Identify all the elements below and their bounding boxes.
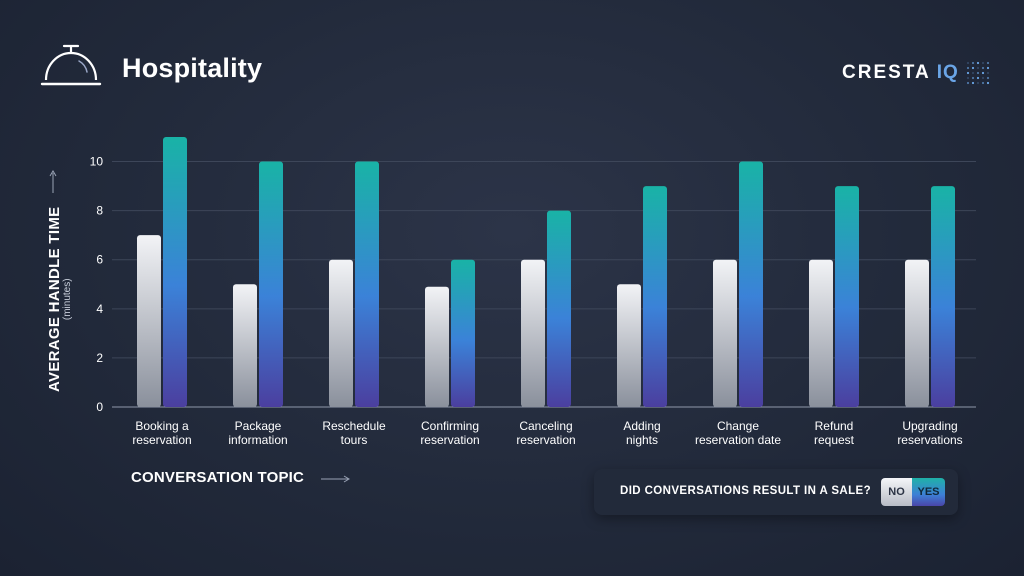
legend-question: DID CONVERSATIONS RESULT IN A SALE? bbox=[620, 485, 872, 497]
logo-dot bbox=[976, 81, 979, 85]
logo-dot bbox=[986, 81, 989, 85]
logo-accent: IQ bbox=[936, 62, 959, 83]
company-logo: CRESTA IQ bbox=[842, 60, 991, 86]
x-axis-arrow-icon bbox=[321, 475, 350, 483]
logo-dot bbox=[971, 76, 974, 80]
bar-no bbox=[137, 235, 161, 407]
y-tick-label: 2 bbox=[96, 351, 103, 365]
legend: DID CONVERSATIONS RESULT IN A SALE? NO Y… bbox=[594, 469, 958, 515]
y-tick-label: 10 bbox=[90, 155, 104, 169]
x-axis-label: CONVERSATION TOPIC bbox=[131, 469, 305, 486]
logo-dot bbox=[976, 71, 979, 75]
logo-dot bbox=[971, 61, 974, 65]
logo-dot bbox=[966, 71, 969, 75]
y-axis-arrow-icon bbox=[49, 170, 57, 193]
logo-dot bbox=[976, 61, 979, 65]
y-tick-label: 4 bbox=[96, 302, 103, 316]
x-category-label: Upgrading reservations bbox=[897, 419, 962, 447]
x-category-label: Adding nights bbox=[623, 419, 660, 447]
logo-text: CRESTA bbox=[842, 62, 931, 83]
bar-no bbox=[425, 286, 449, 407]
logo-dot bbox=[986, 66, 989, 70]
logo-dot bbox=[976, 66, 979, 70]
bar-no bbox=[617, 284, 641, 407]
bar-yes bbox=[163, 137, 187, 407]
logo-dot bbox=[971, 81, 974, 85]
bar-yes bbox=[931, 186, 955, 407]
service-bell-icon bbox=[40, 44, 102, 86]
x-category-label: Booking a reservation bbox=[132, 419, 191, 447]
bar-no bbox=[329, 259, 353, 407]
logo-dot bbox=[966, 81, 969, 85]
bar-no bbox=[905, 259, 929, 407]
logo-dot bbox=[966, 61, 969, 65]
logo-dot bbox=[986, 71, 989, 75]
bar-yes bbox=[259, 161, 283, 407]
bar-yes bbox=[451, 259, 475, 407]
bar-no bbox=[521, 259, 545, 407]
logo-dot bbox=[966, 76, 969, 80]
x-category-label: Canceling reservation bbox=[516, 419, 575, 447]
logo-dot bbox=[976, 76, 979, 80]
legend-yes-button[interactable]: YES bbox=[912, 478, 945, 506]
bar-no bbox=[233, 284, 257, 407]
bar-yes bbox=[643, 186, 667, 407]
y-tick-label: 6 bbox=[96, 253, 103, 267]
logo-dot bbox=[966, 66, 969, 70]
logo-dot bbox=[981, 81, 984, 85]
bar-yes bbox=[547, 210, 571, 407]
x-category-label: Confirming reservation bbox=[420, 419, 479, 447]
y-tick-label: 8 bbox=[96, 204, 103, 218]
bar-yes bbox=[355, 161, 379, 407]
page-title: Hospitality bbox=[122, 53, 263, 83]
y-tick-label: 0 bbox=[96, 400, 103, 414]
logo-dot bbox=[981, 76, 984, 80]
logo-dot bbox=[986, 61, 989, 65]
logo-dot bbox=[971, 71, 974, 75]
bar-no bbox=[713, 259, 737, 407]
logo-dots-icon bbox=[966, 61, 989, 85]
x-category-label: Package information bbox=[228, 419, 287, 447]
logo-dot bbox=[981, 66, 984, 70]
logo-dot bbox=[986, 76, 989, 80]
x-category-label: Change reservation date bbox=[695, 419, 781, 447]
x-category-label: Reschedule tours bbox=[322, 419, 386, 447]
bar-yes bbox=[835, 186, 859, 407]
bar-no bbox=[809, 259, 833, 407]
logo-dot bbox=[981, 71, 984, 75]
x-category-label: Refund request bbox=[814, 419, 855, 447]
legend-no-button[interactable]: NO bbox=[881, 478, 912, 506]
logo-dot bbox=[971, 66, 974, 70]
logo-dot bbox=[981, 61, 984, 65]
bar-yes bbox=[739, 161, 763, 407]
